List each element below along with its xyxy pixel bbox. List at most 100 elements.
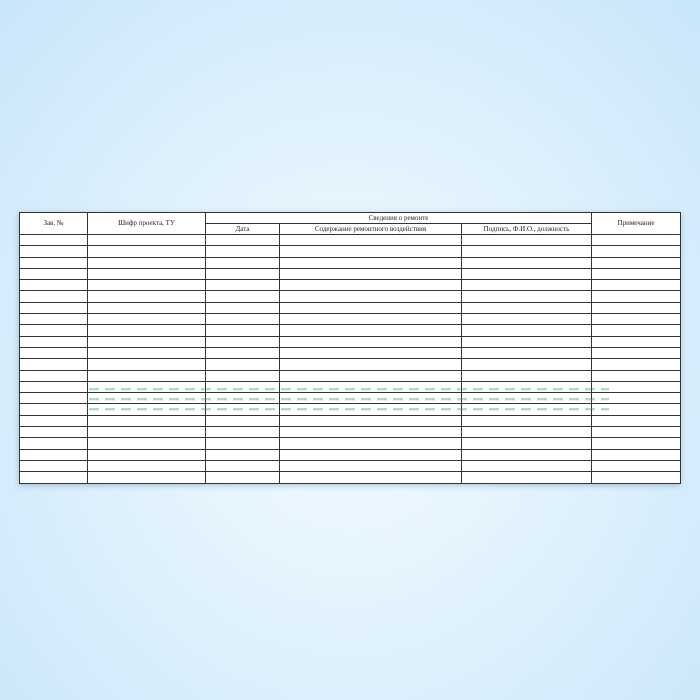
table-cell xyxy=(460,426,593,439)
table-cell xyxy=(19,346,88,360)
table-cell xyxy=(205,267,280,281)
table-cell xyxy=(19,256,88,269)
table-cell xyxy=(19,335,88,348)
table-cell xyxy=(19,414,88,428)
table-cell xyxy=(19,471,88,484)
table-cell xyxy=(460,290,593,303)
table-cell xyxy=(205,369,280,382)
table-cell xyxy=(591,301,682,315)
table-row xyxy=(19,290,682,303)
table-cell xyxy=(205,448,280,461)
table-row xyxy=(19,256,682,269)
table-cell xyxy=(591,335,682,348)
table-row xyxy=(19,437,682,450)
table-row xyxy=(19,335,682,348)
table-cell xyxy=(87,335,206,348)
table-cell xyxy=(279,380,462,394)
table-cell xyxy=(205,392,280,405)
table-row xyxy=(19,358,682,371)
table-row xyxy=(19,245,682,258)
table-cell xyxy=(591,380,682,394)
table-cell xyxy=(19,279,88,292)
table-cell xyxy=(460,267,593,281)
table-cell xyxy=(205,324,280,337)
table-cell xyxy=(205,335,280,348)
table-cell xyxy=(460,301,593,315)
table-cell xyxy=(19,301,88,315)
table-cell xyxy=(279,279,462,292)
table-cell xyxy=(19,324,88,337)
table-cell xyxy=(87,301,206,315)
table-row xyxy=(19,369,682,382)
table-body xyxy=(19,233,682,484)
table-cell xyxy=(591,369,682,382)
table-cell xyxy=(19,267,88,281)
table-cell xyxy=(279,426,462,439)
table-cell xyxy=(460,448,593,461)
table-cell xyxy=(205,346,280,360)
table-cell xyxy=(19,380,88,394)
table-cell xyxy=(87,267,206,281)
table-cell xyxy=(279,245,462,258)
table-cell xyxy=(87,380,206,394)
table-cell xyxy=(87,414,206,428)
table-cell xyxy=(460,403,593,416)
table-cell xyxy=(205,301,280,315)
table-cell xyxy=(87,358,206,371)
table-cell xyxy=(591,358,682,371)
table-cell xyxy=(279,335,462,348)
table-cell xyxy=(205,358,280,371)
table-cell xyxy=(19,392,88,405)
table-cell xyxy=(591,437,682,450)
table-cell xyxy=(279,290,462,303)
table-cell xyxy=(591,313,682,326)
table-cell xyxy=(460,471,593,484)
table-cell xyxy=(279,233,462,247)
table-cell xyxy=(279,392,462,405)
header-date: Дата xyxy=(205,223,280,235)
table-cell xyxy=(591,324,682,337)
table-cell xyxy=(591,267,682,281)
table-cell xyxy=(460,335,593,348)
table-cell xyxy=(87,426,206,439)
table-cell xyxy=(591,256,682,269)
table-cell xyxy=(279,324,462,337)
table-cell xyxy=(279,369,462,382)
header-repair-content: Содержание ремонтного воздействия xyxy=(279,223,462,235)
table-cell xyxy=(591,392,682,405)
table-cell xyxy=(279,448,462,461)
table-cell xyxy=(460,437,593,450)
table-row xyxy=(19,301,682,315)
table-cell xyxy=(460,313,593,326)
table-cell xyxy=(87,346,206,360)
table-cell xyxy=(87,369,206,382)
table-cell xyxy=(87,256,206,269)
table-cell xyxy=(591,426,682,439)
repair-log-form: Зав. № Шифр проекта, ТУ Сведения о ремон… xyxy=(19,212,682,484)
table-cell xyxy=(460,245,593,258)
table-cell xyxy=(19,358,88,371)
table-cell xyxy=(87,290,206,303)
header-notes: Примечание xyxy=(591,212,682,235)
table-cell xyxy=(591,233,682,247)
table-row xyxy=(19,392,682,405)
table-cell xyxy=(205,279,280,292)
table-row xyxy=(19,459,682,473)
table-cell xyxy=(205,233,280,247)
table-cell xyxy=(460,414,593,428)
table-cell xyxy=(591,414,682,428)
table-row xyxy=(19,448,682,461)
table-cell xyxy=(19,448,88,461)
table-cell xyxy=(279,437,462,450)
table-cell xyxy=(279,414,462,428)
table-cell xyxy=(87,324,206,337)
table-row xyxy=(19,279,682,292)
table-cell xyxy=(460,358,593,371)
table-row xyxy=(19,233,682,247)
header-project-code: Шифр проекта, ТУ xyxy=(87,212,206,235)
table-cell xyxy=(205,245,280,258)
table-cell xyxy=(205,437,280,450)
table-cell xyxy=(205,459,280,473)
table-cell xyxy=(591,346,682,360)
repair-log-table: Зав. № Шифр проекта, ТУ Сведения о ремон… xyxy=(19,212,682,484)
